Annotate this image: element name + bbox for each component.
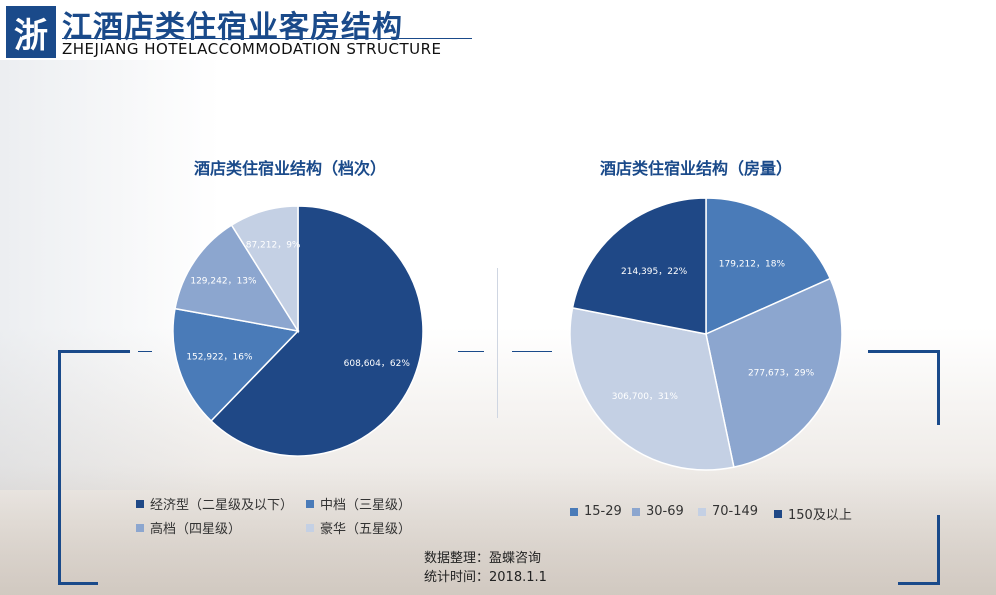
legend-label: 经济型（二星级及以下）: [150, 498, 294, 513]
pie-data-label-1-2: 306,700，31%: [612, 392, 679, 402]
frame-right-bottom: [898, 582, 940, 585]
pie-slice-0-1: [172, 307, 300, 422]
frame-left-bottom: [58, 582, 98, 585]
legend-item-30-69: 30-69: [632, 504, 684, 519]
legend-item-70-149: 70-149: [698, 504, 758, 519]
pie-data-label-0-0: 608,604，62%: [344, 359, 411, 369]
legend-swatch: [774, 509, 782, 518]
pie-slice-1-1: [705, 277, 843, 469]
pie-slice-0-0: [210, 205, 424, 457]
legend-item-upscale: 高档（四星级）: [136, 518, 241, 537]
pie-data-label-0-3: 87,212，9%: [246, 241, 301, 251]
page-title: 江酒店类住宿业客房结构: [62, 10, 403, 45]
legend-swatch: [306, 499, 314, 508]
legend-label: 30-69: [646, 504, 684, 519]
legend-swatch: [698, 507, 706, 516]
frame-left-dash: [138, 351, 152, 352]
legend-item-luxury: 豪华（五星级）: [306, 518, 411, 537]
legend-label: 150及以上: [788, 508, 852, 523]
legend-label: 中档（三星级）: [320, 498, 412, 513]
pie-chart-rooms: 179,212，18% 277,673，29% 306,700，31% 214,395…: [569, 197, 843, 471]
legend-swatch: [632, 507, 640, 516]
legend-label: 高档（四星级）: [150, 522, 242, 537]
legend-swatch: [136, 523, 144, 532]
background-furniture: [0, 465, 996, 595]
source-note: 数据整理：盈蝶咨询: [424, 551, 542, 566]
legend-label: 70-149: [712, 504, 759, 519]
legend-swatch: [570, 507, 578, 516]
pie-chart-grade: 608,604，62% 152,922，16% 129,242，13% 87,212，…: [172, 205, 424, 457]
legend-item-economy: 经济型（二星级及以下）: [136, 494, 293, 513]
frame-right-vertical: [937, 350, 940, 425]
legend-item-15-29: 15-29: [570, 504, 622, 519]
frame-left-vertical: [58, 350, 61, 585]
pie-data-label-0-2: 129,242，13%: [190, 277, 257, 287]
chart-title-rooms: 酒店类住宿业结构（房量）: [600, 159, 793, 178]
pie-slice-0-3: [230, 205, 299, 334]
pie-data-label-1-1: 277,673，29%: [748, 368, 815, 378]
legend-swatch: [306, 523, 314, 532]
background-building: [0, 60, 220, 490]
chart-title-grade: 酒店类住宿业结构（档次）: [194, 159, 387, 178]
province-badge: 浙: [6, 6, 56, 58]
pie-data-label-1-0: 179,212，18%: [719, 259, 786, 269]
pie-slice-1-2: [569, 306, 735, 471]
frame-center-dash-left: [458, 351, 484, 352]
legend-swatch: [136, 499, 144, 508]
pie-slice-1-0: [705, 197, 832, 336]
frame-center-dash-right: [512, 351, 552, 352]
legend-item-150-plus: 150及以上: [774, 504, 852, 523]
pie-data-label-1-3: 214,395，22%: [621, 267, 688, 277]
legend-label: 豪华（五星级）: [320, 522, 412, 537]
title-divider: [62, 38, 472, 39]
pie-data-label-0-1: 152,922，16%: [186, 352, 253, 362]
frame-right-top: [868, 350, 940, 353]
pie-slice-1-3: [571, 197, 707, 335]
legend-item-midscale: 中档（三星级）: [306, 494, 411, 513]
frame-center-divider: [497, 268, 498, 418]
frame-left-top: [58, 350, 130, 353]
stat-date-note: 统计时间：2018.1.1: [424, 570, 547, 585]
frame-right-vertical-bottom: [937, 515, 940, 585]
page-subtitle: ZHEJIANG HOTELACCOMMODATION STRUCTURE: [62, 40, 442, 58]
pie-slice-0-2: [174, 224, 300, 333]
legend-label: 15-29: [584, 504, 622, 519]
